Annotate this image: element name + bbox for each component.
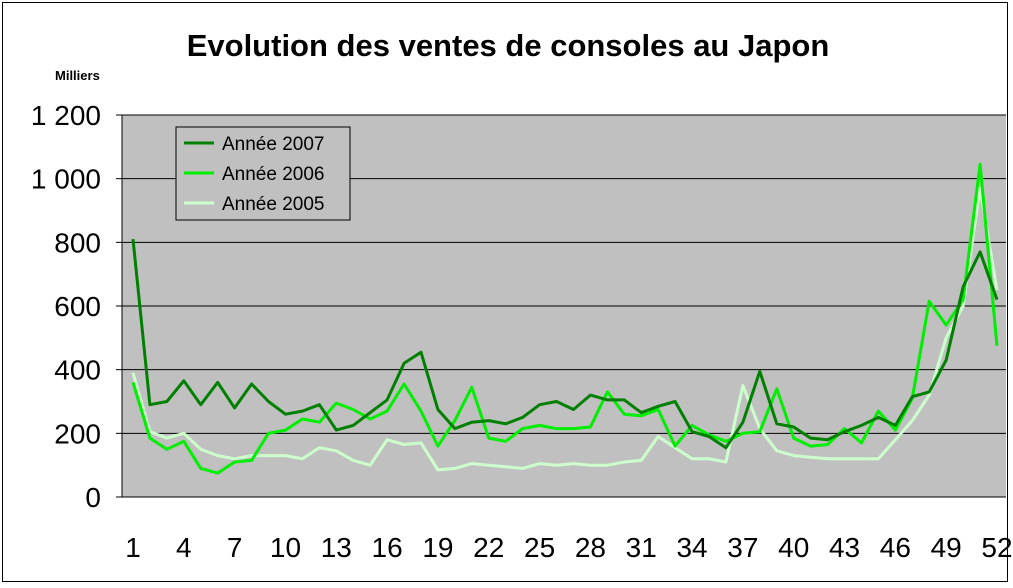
x-tick-label: 4 [176, 532, 192, 563]
x-tick-label: 13 [321, 532, 352, 563]
x-tick-label: 49 [931, 532, 962, 563]
y-tick-label: 1 200 [31, 100, 101, 131]
x-tick-label: 37 [727, 532, 758, 563]
y-tick-label: 1 000 [31, 164, 101, 195]
legend-label: Année 2006 [222, 164, 325, 185]
x-tick-label: 1 [125, 532, 141, 563]
x-tick-label: 31 [626, 532, 657, 563]
x-tick-label: 19 [422, 532, 453, 563]
x-tick-label: 16 [372, 532, 403, 563]
x-tick-label: 28 [575, 532, 606, 563]
y-tick-label: 400 [54, 355, 101, 386]
x-tick-label: 7 [227, 532, 243, 563]
y-tick-label: 800 [54, 227, 101, 258]
legend: Année 2007 Année 2006 Année 2005 [175, 126, 351, 221]
legend-label: Année 2007 [222, 134, 325, 155]
x-tick-label: 46 [880, 532, 911, 563]
x-tick-label: 34 [676, 532, 707, 563]
x-tick-label: 10 [270, 532, 301, 563]
series-line-année-2006 [131, 162, 999, 475]
y-tick-label: 600 [54, 291, 101, 322]
series-line-année-2005 [131, 186, 999, 472]
y-tick-label: 0 [85, 482, 101, 513]
y-axis-unit-label: Milliers [55, 68, 100, 83]
x-tick-label: 25 [524, 532, 555, 563]
y-tick-label: 200 [54, 418, 101, 449]
x-axis-tick-labels: 1 4 7 10 13 16 19 22 25 28 31 34 37 40 43 46 49 52 [125, 532, 1012, 563]
x-tick-label: 52 [981, 532, 1012, 563]
x-tick-label: 40 [778, 532, 809, 563]
legend-label: Année 2005 [222, 194, 325, 215]
chart-title: Evolution des ventes de consoles au Japo… [187, 28, 830, 63]
series-line-année-2007 [131, 238, 999, 450]
series-lines [131, 162, 999, 475]
y-axis-tick-labels: 0 200 400 600 800 1 000 1 200 [31, 100, 122, 513]
x-tick-label: 43 [829, 532, 860, 563]
x-tick-label: 22 [473, 532, 504, 563]
